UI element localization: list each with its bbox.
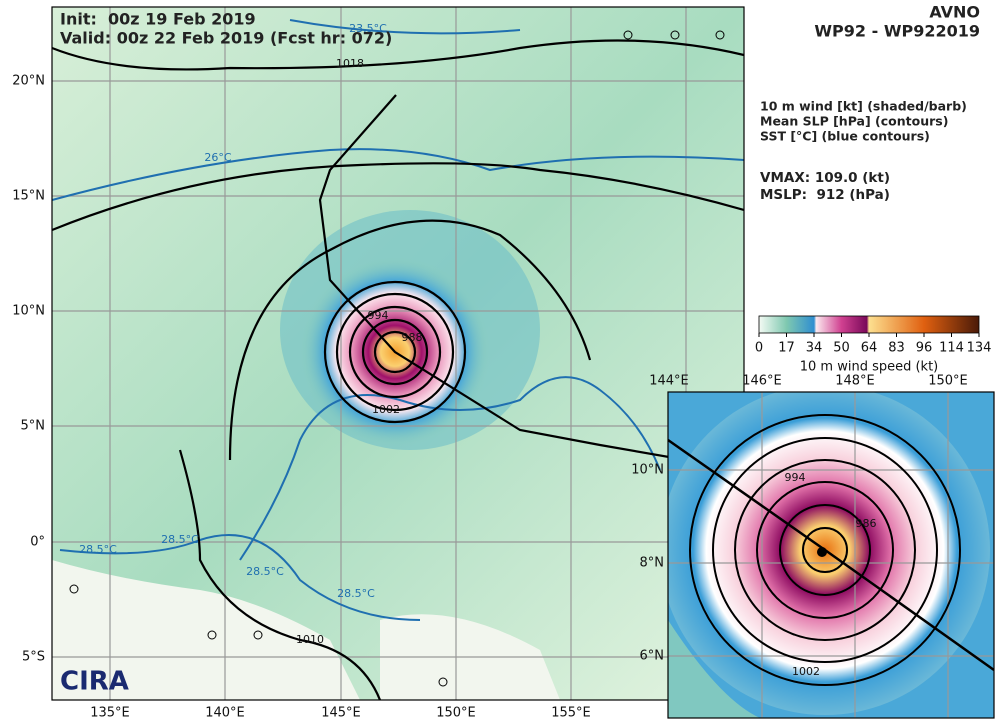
colorbar-tick-label: 134 — [967, 341, 992, 356]
sst-label: 28.5°C — [161, 533, 199, 546]
inset-contour-label: 994 — [785, 471, 806, 484]
sst-label: 28.5°C — [246, 565, 284, 578]
main-map — [52, 7, 744, 700]
lat-label: 5°N — [21, 419, 46, 434]
contour-label: 1010 — [296, 633, 324, 646]
model-text: AVNO — [929, 3, 980, 22]
valid-text: Valid: 00z 22 Feb 2019 (Fcst hr: 072) — [60, 29, 392, 48]
lon-label: 145°E — [321, 706, 361, 721]
legend-line: SST [°C] (blue contours) — [760, 129, 930, 144]
mslp: MSLP: 912 (hPa) — [760, 187, 890, 203]
contour-label: 1018 — [336, 57, 364, 70]
legend-line: Mean SLP [hPa] (contours) — [760, 114, 948, 129]
lat-label: 10°N — [12, 304, 45, 319]
lat-label: 0° — [30, 535, 45, 550]
sst-label: 28.5°C — [337, 587, 375, 600]
colorbar-tick-label: 17 — [778, 341, 795, 356]
lon-label: 155°E — [551, 706, 591, 721]
logo: CIRA — [60, 667, 129, 697]
lon-label: 150°E — [436, 706, 476, 721]
contour-label: 994 — [368, 309, 389, 322]
lon-label: 135°E — [90, 706, 130, 721]
colorbar-tick-label: 96 — [916, 341, 933, 356]
colorbar — [758, 315, 980, 334]
inset-lat-label: 8°N — [640, 556, 665, 571]
colorbar-label: 10 m wind speed (kt) — [800, 360, 939, 375]
storm-text: WP92 - WP922019 — [814, 22, 980, 41]
inset-map — [668, 392, 994, 718]
inset-lat-label: 6°N — [640, 649, 665, 664]
inset-contour-label: 1002 — [792, 665, 820, 678]
lon-label: 140°E — [205, 706, 245, 721]
colorbar-tick-label: 114 — [939, 341, 964, 356]
colorbar-tick-label: 50 — [833, 341, 850, 356]
colorbar-tick-label: 83 — [888, 341, 905, 356]
inset-contour-label: 986 — [856, 517, 877, 530]
sst-label: 26°C — [204, 151, 231, 164]
main-map-frame — [51, 6, 745, 701]
sst-label: 23.5°C — [349, 22, 387, 35]
lat-label: 20°N — [12, 74, 45, 89]
colorbar-tick-label: 0 — [755, 341, 763, 356]
lat-label: 15°N — [12, 189, 45, 204]
vmax: VMAX: 109.0 (kt) — [760, 170, 890, 186]
inset-lon-label: 146°E — [742, 374, 782, 389]
inset-frame — [667, 391, 995, 719]
init-text: Init: 00z 19 Feb 2019 — [60, 10, 256, 29]
inset-lat-label: 10°N — [631, 463, 664, 478]
inset-lon-label: 148°E — [835, 374, 875, 389]
inset-lon-label: 150°E — [928, 374, 968, 389]
sst-label: 28.5°C — [79, 543, 117, 556]
inset-lon-label: 144°E — [649, 374, 689, 389]
lat-label: 5°S — [22, 650, 45, 665]
contour-label: 988 — [402, 331, 423, 344]
contour-label: 1002 — [372, 403, 400, 416]
colorbar-tick-label: 64 — [861, 341, 878, 356]
legend-line: 10 m wind [kt] (shaded/barb) — [760, 99, 967, 114]
colorbar-tick-label: 34 — [806, 341, 823, 356]
